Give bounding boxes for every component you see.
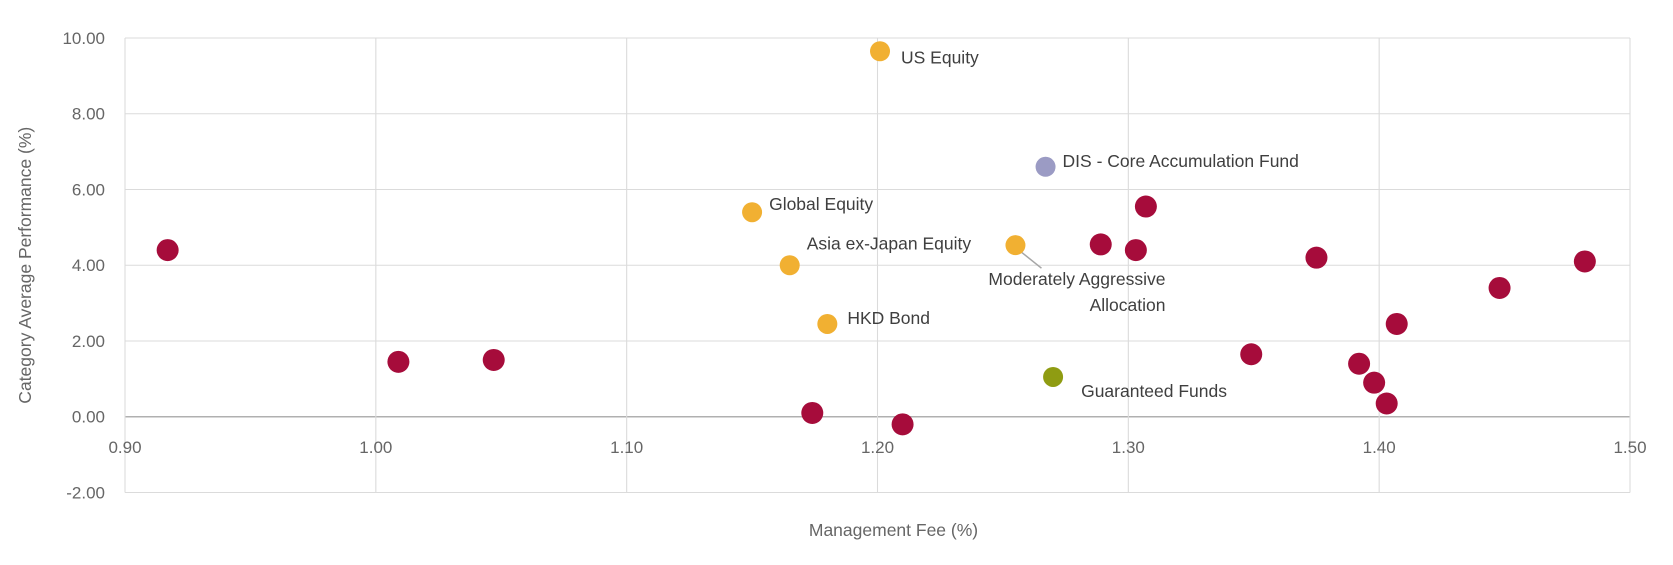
x-axis-tick-label: 1.50 — [1613, 438, 1646, 457]
data-point-category-funds — [1363, 371, 1386, 394]
x-axis-tick-label: 1.10 — [610, 438, 643, 457]
y-axis-tick-label: 6.00 — [72, 180, 105, 199]
point-label: DIS - Core Accumulation Fund — [1063, 151, 1299, 171]
x-axis-tick-label: 1.00 — [359, 438, 392, 457]
data-point-category-funds — [801, 401, 824, 424]
point-label: Asia ex-Japan Equity — [807, 233, 972, 253]
data-point-category-funds — [156, 239, 179, 262]
y-axis-tick-label: -2.00 — [66, 483, 105, 502]
data-point-dis-core-accumulation-fund — [1035, 156, 1056, 177]
data-point-guaranteed-funds — [1043, 366, 1064, 387]
y-axis-tick-label: 10.00 — [62, 29, 105, 48]
y-axis-title: Category Average Performance (%) — [15, 127, 35, 404]
data-point-category-funds — [891, 413, 914, 436]
y-axis-tick-label: 4.00 — [72, 256, 105, 275]
point-label: Global Equity — [769, 194, 873, 214]
data-point-highlighted-categories — [817, 313, 838, 334]
data-point-highlighted-categories — [742, 202, 763, 223]
data-point-category-funds — [1305, 246, 1328, 269]
data-point-category-funds — [1240, 343, 1263, 366]
x-axis-tick-label: 1.20 — [861, 438, 894, 457]
data-point-category-funds — [1488, 276, 1511, 299]
data-point-category-funds — [1134, 195, 1157, 218]
y-axis-tick-label: 8.00 — [72, 105, 105, 124]
data-point-category-funds — [1385, 312, 1408, 335]
x-axis-tick-label: 1.40 — [1363, 438, 1396, 457]
data-point-highlighted-categories — [779, 255, 800, 276]
data-point-category-funds — [482, 348, 505, 371]
data-point-category-funds — [387, 350, 410, 373]
label-leader-line — [1020, 251, 1042, 269]
point-label: US Equity — [901, 47, 979, 67]
y-axis-tick-label: 2.00 — [72, 332, 105, 351]
data-point-category-funds — [1089, 233, 1112, 256]
data-point-highlighted-categories — [870, 41, 891, 62]
x-axis-tick-label: 0.90 — [108, 438, 141, 457]
x-axis-title: Management Fee (%) — [809, 520, 978, 540]
point-label: HKD Bond — [847, 308, 930, 328]
data-point-highlighted-categories — [1005, 235, 1026, 256]
point-label: Guaranteed Funds — [1081, 381, 1227, 401]
data-point-category-funds — [1375, 392, 1398, 415]
point-label: Moderately Aggressive Allocation — [988, 269, 1165, 315]
data-point-category-funds — [1348, 352, 1371, 375]
data-point-category-funds — [1573, 250, 1596, 273]
x-axis-tick-label: 1.30 — [1112, 438, 1145, 457]
y-axis-tick-label: 0.00 — [72, 408, 105, 427]
data-point-category-funds — [1124, 239, 1147, 262]
